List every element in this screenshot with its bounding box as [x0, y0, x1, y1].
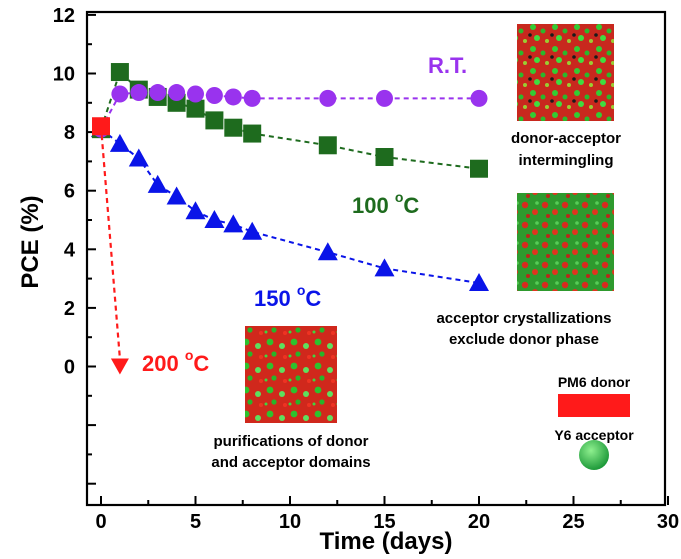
series-label-rt: R.T. [428, 53, 467, 78]
y-tick-label: 0 [64, 357, 75, 379]
series-line [99, 126, 121, 359]
y-axis-tick-labels: 0 2 4 6 8 10 12 [53, 5, 76, 379]
data-point [469, 272, 489, 291]
data-point [243, 89, 261, 107]
y-axis-title: PCE (%) [17, 195, 44, 288]
legend-acceptor-swatch [579, 440, 609, 470]
y-tick-label: 10 [53, 64, 75, 86]
annotation-100c-line2: exclude donor phase [449, 331, 599, 348]
legend-donor-label: PM6 donor [558, 374, 631, 390]
annotation-rt-line2: intermingling [519, 152, 614, 169]
data-point [111, 85, 129, 103]
x-tick-label: 15 [373, 511, 395, 533]
series-label-100c-unit: C [403, 193, 419, 218]
plot-frame [85, 10, 667, 507]
data-point [149, 84, 167, 102]
series-label-100c-main: 100 [352, 193, 395, 218]
data-point [204, 210, 225, 228]
series-label-100c-sup: o [395, 189, 404, 205]
data-point [205, 111, 224, 130]
x-tick-label: 0 [95, 511, 106, 533]
y-tick-label: 6 [64, 181, 75, 203]
annotation-200c-line1: purifications of donor [214, 433, 369, 450]
data-point [128, 148, 149, 167]
data-point [130, 84, 148, 102]
x-axis-ticks [100, 496, 669, 505]
data-point [375, 148, 394, 167]
data-point [187, 85, 204, 103]
legend-acceptor-label: Y6 acceptor [554, 427, 634, 443]
series-layer [91, 63, 489, 375]
annotation-rt-line1: donor-acceptor [511, 130, 621, 147]
data-point [109, 133, 130, 152]
annotation-200c-line2: and acceptor domains [211, 454, 370, 471]
data-point [224, 118, 243, 137]
morphology-image-rt [517, 24, 614, 121]
x-tick-label: 25 [562, 511, 584, 533]
series-label-150c-sup: o [297, 282, 306, 298]
data-point [223, 214, 244, 233]
data-point [376, 89, 393, 107]
x-tick-label: 20 [468, 511, 490, 533]
series-line [100, 128, 480, 284]
data-point [185, 201, 206, 220]
series-label-200c-sup: o [185, 347, 194, 363]
y-tick-label: 8 [64, 122, 75, 144]
x-tick-label: 5 [190, 511, 201, 533]
annotation-100c-line1: acceptor crystallizations [436, 310, 611, 327]
data-point [319, 89, 337, 107]
data-point [166, 186, 187, 205]
data-point [168, 84, 186, 102]
series-label-150c-main: 150 [254, 286, 297, 311]
series-label-100c: 100 oC [352, 189, 419, 218]
y-axis-ticks [87, 13, 96, 485]
y-tick-label: 12 [53, 5, 75, 27]
data-point [92, 117, 110, 136]
data-point [317, 242, 338, 261]
x-tick-label: 10 [279, 511, 301, 533]
series-label-150c: 150 oC [254, 282, 321, 311]
data-point [147, 174, 168, 193]
x-axis-title: Time (days) [320, 528, 453, 555]
morphology-image-100c [517, 193, 614, 291]
series-label-200c-main: 200 [142, 351, 185, 376]
data-point [318, 136, 337, 155]
y-tick-label: 4 [64, 239, 76, 261]
data-point [224, 88, 242, 106]
x-axis-tick-labels: 0 5 10 15 20 25 30 [95, 511, 679, 533]
data-point [243, 124, 262, 143]
data-point [374, 258, 395, 277]
data-point [110, 358, 129, 375]
data-point [205, 86, 223, 104]
data-point [470, 159, 488, 178]
y-tick-label: 2 [64, 298, 75, 320]
x-tick-label: 30 [657, 511, 679, 533]
series-label-200c-unit: C [193, 351, 209, 376]
data-point [110, 63, 129, 82]
data-point [186, 99, 205, 118]
legend-donor-swatch [558, 394, 630, 417]
data-point [242, 221, 263, 240]
series-label-200c: 200 oC [142, 347, 209, 376]
data-point [470, 89, 488, 107]
series-label-150c-unit: C [305, 286, 321, 311]
morphology-image-200c [245, 326, 337, 423]
